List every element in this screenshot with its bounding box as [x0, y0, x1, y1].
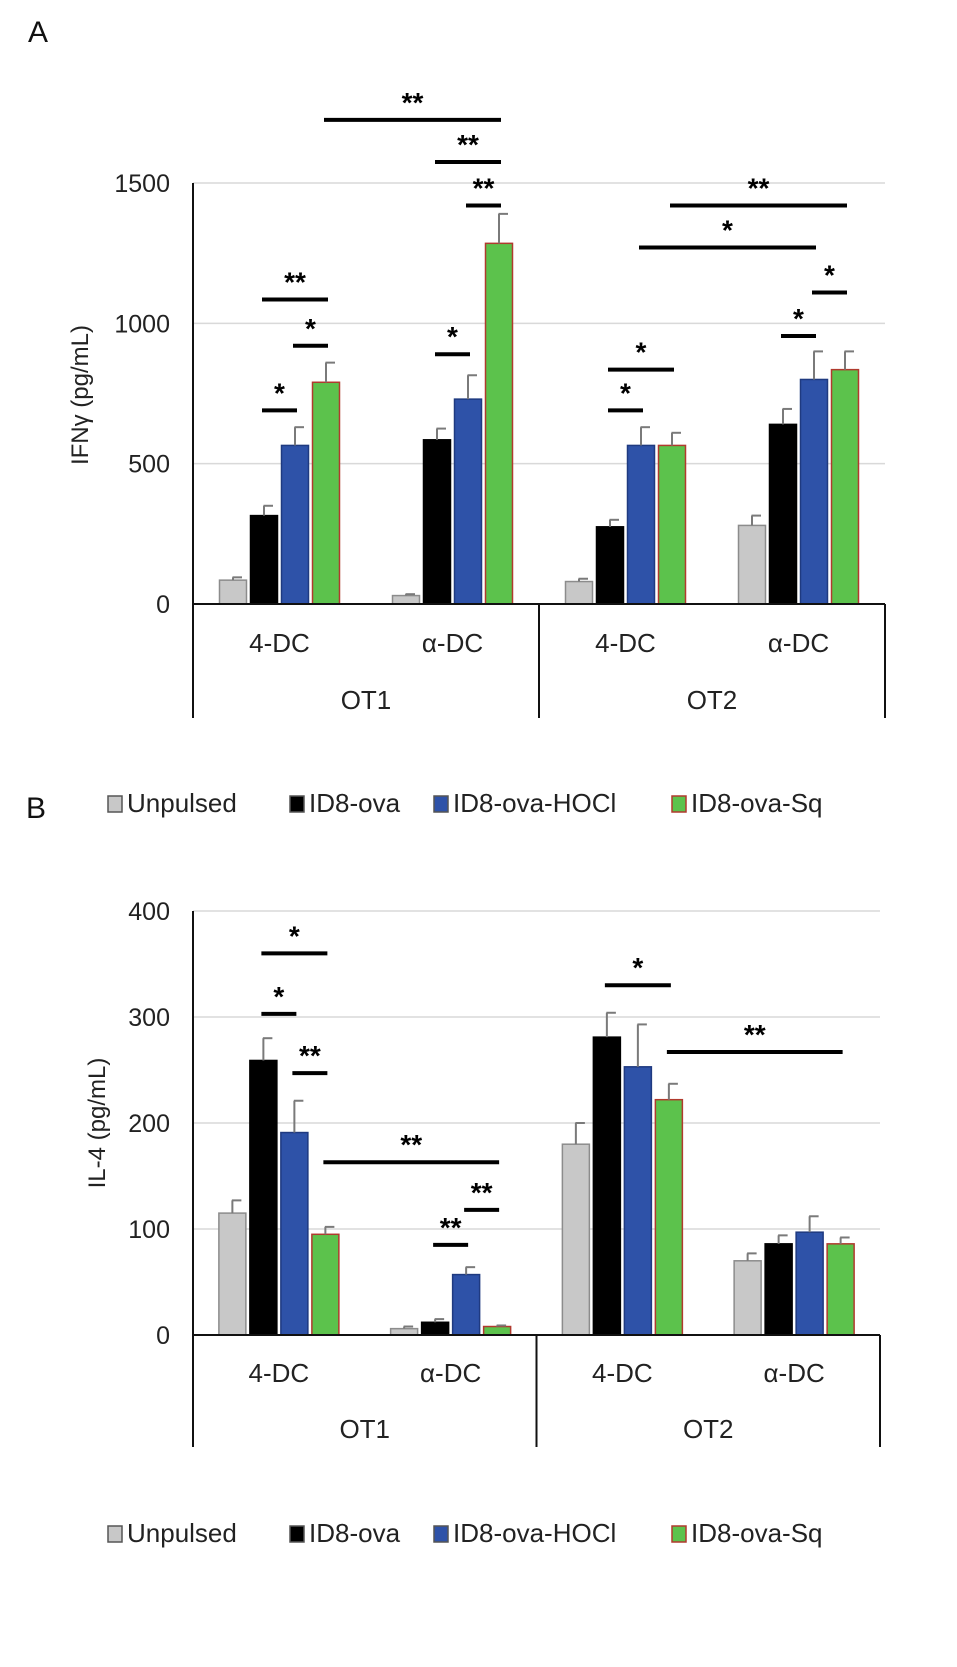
- bar: [218, 1212, 247, 1336]
- bar: [391, 594, 421, 605]
- y-tick-label: 1000: [114, 310, 170, 338]
- y-tick-label: 300: [128, 1004, 170, 1032]
- bar: [737, 524, 767, 605]
- bar: [561, 1143, 591, 1336]
- bar: [830, 368, 860, 605]
- y-tick-label: 200: [128, 1110, 170, 1138]
- significance-label: **: [471, 1177, 493, 1208]
- bar: [623, 1066, 653, 1336]
- bar: [564, 580, 594, 605]
- y-tick-label: 400: [128, 898, 170, 926]
- significance-label: **: [440, 1212, 462, 1243]
- y-tick-label: 1500: [114, 170, 170, 198]
- y-tick-label: 0: [156, 1322, 170, 1350]
- category-label: α-DC: [420, 1358, 481, 1388]
- significance-label: **: [457, 129, 479, 160]
- category-label: α-DC: [422, 628, 483, 658]
- legend-label: ID8-ova: [309, 788, 401, 818]
- y-tick-label: 0: [156, 591, 170, 619]
- significance-label: **: [473, 172, 495, 203]
- legend-label: ID8-ova-Sq: [691, 788, 823, 818]
- chart-b-il4: 0 100 200 300 400 IL-4 (pg/mL) 4-DC α-DC 4-DC α-D…: [84, 898, 881, 1447]
- category-label: 4-DC: [249, 628, 310, 658]
- significance-label: *: [273, 981, 284, 1012]
- significance-label: *: [632, 952, 643, 983]
- bar: [249, 514, 279, 605]
- legend-label: ID8-ova-HOCl: [453, 1518, 616, 1548]
- legend-label: ID8-ova: [309, 1518, 401, 1548]
- significance-label: *: [289, 920, 300, 951]
- panel-label-b: B: [26, 792, 46, 825]
- significance-label: **: [748, 172, 770, 203]
- significance-label: **: [299, 1040, 321, 1071]
- bar: [795, 1231, 824, 1336]
- legend-swatch: [671, 1525, 687, 1543]
- panel-label-a: A: [28, 16, 48, 49]
- significance-label: *: [722, 215, 733, 246]
- significance-label: *: [636, 337, 647, 368]
- significance-label: *: [305, 313, 316, 344]
- legend-label: ID8-ova-HOCl: [453, 788, 616, 818]
- category-label: α-DC: [764, 1358, 825, 1388]
- group-label: OT2: [683, 1414, 734, 1444]
- chart-a-ifng: 0 500 1000 1500 IFNγ (pg/mL) 4-DC α-DC 4-DC α-DC…: [67, 87, 886, 718]
- y-axis-label: IL-4 (pg/mL): [84, 1058, 111, 1189]
- group-label: OT1: [341, 685, 392, 715]
- group-label: OT2: [687, 685, 738, 715]
- legend-top: Unpulsed ID8-ova ID8-ova-HOCl ID8-ova-Sq: [107, 788, 823, 818]
- bar: [826, 1243, 855, 1336]
- legend-swatch: [107, 795, 123, 813]
- bar: [218, 579, 248, 605]
- group-label: OT1: [339, 1414, 390, 1444]
- bar: [311, 381, 341, 605]
- category-label: 4-DC: [249, 1358, 310, 1388]
- legend-bottom: Unpulsed ID8-ova ID8-ova-HOCl ID8-ova-Sq: [107, 1518, 823, 1548]
- bar: [453, 398, 483, 605]
- category-label: 4-DC: [592, 1358, 653, 1388]
- y-tick-label: 100: [128, 1216, 170, 1244]
- y-axis-label: IFNγ (pg/mL): [67, 325, 94, 465]
- legend-label: ID8-ova-Sq: [691, 1518, 823, 1548]
- significance-label: *: [824, 259, 835, 290]
- bar: [422, 439, 452, 605]
- significance-label: *: [620, 377, 631, 408]
- legend-swatch: [107, 1525, 123, 1543]
- significance-label: **: [400, 1129, 422, 1160]
- legend-swatch: [433, 1525, 449, 1543]
- bar: [764, 1243, 793, 1336]
- bar: [280, 444, 310, 605]
- bar: [451, 1273, 481, 1336]
- bar: [592, 1036, 622, 1336]
- bar: [626, 444, 656, 605]
- bar: [484, 242, 514, 605]
- legend-swatch: [289, 795, 305, 813]
- significance-label: **: [744, 1019, 766, 1050]
- bar: [249, 1059, 278, 1336]
- significance-label: *: [274, 377, 285, 408]
- category-label: α-DC: [768, 628, 829, 658]
- bar: [311, 1233, 340, 1336]
- category-label: 4-DC: [595, 628, 656, 658]
- bar: [654, 1098, 684, 1336]
- bar: [420, 1321, 450, 1336]
- bar: [799, 378, 829, 605]
- bar: [733, 1260, 762, 1336]
- legend-swatch: [671, 795, 687, 813]
- legend-label: Unpulsed: [127, 1518, 237, 1548]
- legend-label: Unpulsed: [127, 788, 237, 818]
- significance-label: *: [793, 303, 804, 334]
- significance-label: **: [284, 266, 306, 297]
- y-tick-label: 500: [128, 451, 170, 479]
- bar: [482, 1325, 512, 1336]
- bar: [280, 1131, 309, 1336]
- legend-swatch: [289, 1525, 305, 1543]
- bar: [657, 444, 687, 605]
- significance-label: **: [402, 87, 424, 118]
- bar: [768, 423, 798, 605]
- legend-swatch: [433, 795, 449, 813]
- significance-label: *: [447, 321, 458, 352]
- bar: [595, 526, 625, 605]
